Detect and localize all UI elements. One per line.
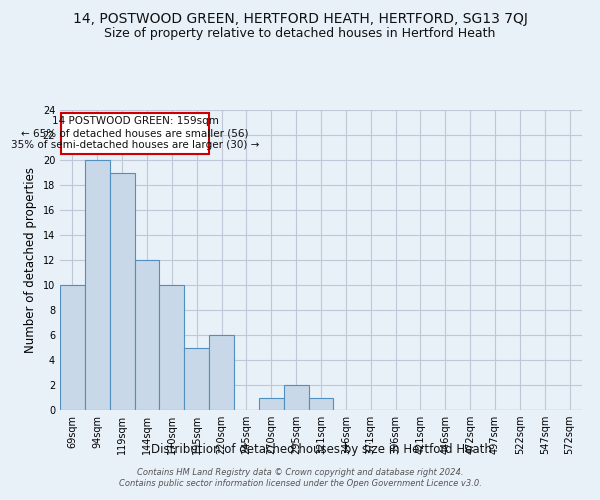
Bar <box>184 348 209 410</box>
Bar <box>284 385 308 410</box>
Bar <box>60 285 85 410</box>
Bar <box>160 285 184 410</box>
Text: Contains HM Land Registry data © Crown copyright and database right 2024.
Contai: Contains HM Land Registry data © Crown c… <box>119 468 481 487</box>
Text: Distribution of detached houses by size in Hertford Heath: Distribution of detached houses by size … <box>151 442 491 456</box>
Text: 35% of semi-detached houses are larger (30) →: 35% of semi-detached houses are larger (… <box>11 140 259 150</box>
FancyBboxPatch shape <box>61 112 209 154</box>
Text: 14 POSTWOOD GREEN: 159sqm: 14 POSTWOOD GREEN: 159sqm <box>52 116 218 126</box>
Bar <box>110 172 134 410</box>
Y-axis label: Number of detached properties: Number of detached properties <box>24 167 37 353</box>
Bar <box>85 160 110 410</box>
Bar <box>259 398 284 410</box>
Text: 14, POSTWOOD GREEN, HERTFORD HEATH, HERTFORD, SG13 7QJ: 14, POSTWOOD GREEN, HERTFORD HEATH, HERT… <box>73 12 527 26</box>
Text: ← 65% of detached houses are smaller (56): ← 65% of detached houses are smaller (56… <box>22 128 249 138</box>
Bar <box>134 260 160 410</box>
Text: Size of property relative to detached houses in Hertford Heath: Size of property relative to detached ho… <box>104 28 496 40</box>
Bar <box>308 398 334 410</box>
Bar <box>209 335 234 410</box>
